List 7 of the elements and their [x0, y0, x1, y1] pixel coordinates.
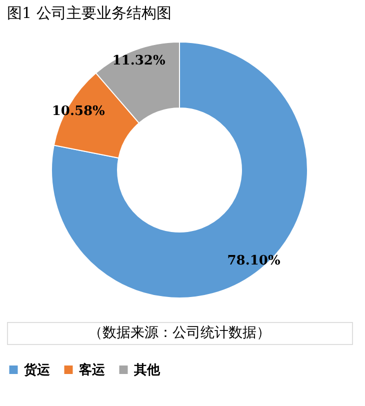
- data-label: 11.32%: [112, 53, 166, 68]
- donut-slice: [51, 42, 308, 298]
- text: （数据来源：公司统计数据）: [88, 325, 270, 341]
- legend-label: 客运: [78, 362, 106, 378]
- chart-title: 图1 公司主要业务结构图: [7, 4, 172, 22]
- legend-label: 货运: [23, 362, 51, 378]
- legend-label: 其他: [133, 362, 161, 378]
